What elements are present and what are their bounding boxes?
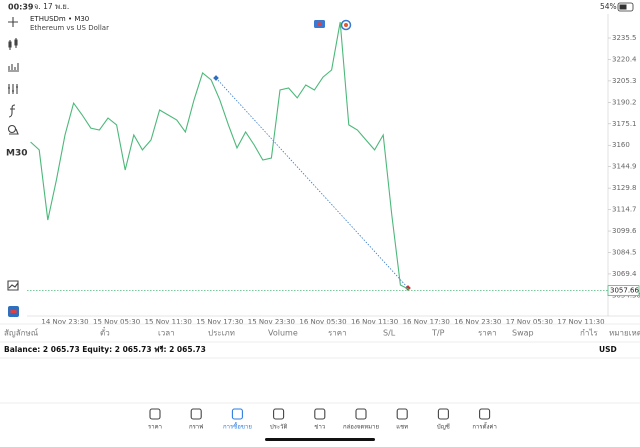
tab-label[interactable]: การซื้อขาย <box>223 421 252 431</box>
current-price-box <box>607 285 640 297</box>
y-tick-label: 3084.5 <box>612 248 637 256</box>
bar-icon[interactable] <box>8 63 19 72</box>
trade-icon-inner <box>10 310 17 313</box>
tab-icon[interactable] <box>396 408 408 420</box>
y-tick-label: 3114.7 <box>612 206 637 214</box>
indicator-icon[interactable] <box>8 84 18 94</box>
home-indicator <box>265 438 375 441</box>
y-tick-label: 3099.6 <box>612 227 637 235</box>
tab-icon[interactable] <box>355 408 367 420</box>
y-tick-label: 3144.9 <box>612 163 637 171</box>
chart-subtitle: Ethereum vs US Dollar <box>30 24 109 32</box>
x-tick-label: 17 Nov 05:30 <box>506 318 553 326</box>
balance-line: Balance: 2 065.73 Equity: 2 065.73 ฟรี: … <box>4 345 206 354</box>
column-header[interactable]: T/P <box>431 329 445 338</box>
y-tick-label: 3129.8 <box>612 184 637 192</box>
chart-title: ETHUSDm • M30 <box>30 15 89 23</box>
column-header[interactable]: Swap <box>512 329 534 338</box>
column-header[interactable]: กำไร <box>580 329 598 338</box>
x-tick-label: 17 Nov 11:30 <box>557 318 604 326</box>
x-tick-label: 16 Nov 17:30 <box>403 318 450 326</box>
y-tick-label: 3235.5 <box>612 34 637 42</box>
object-icon[interactable] <box>7 124 17 134</box>
y-tick-label: 3160 <box>612 141 630 149</box>
status-time: 00:39 <box>8 3 34 12</box>
x-tick-label: 15 Nov 05:30 <box>93 318 140 326</box>
column-header[interactable]: Volume <box>268 329 298 338</box>
tab-icon[interactable] <box>437 408 449 420</box>
table-header: สัญลักษณ์ ตั๋ว เวลา ประเภท Volume ราคา S/L T/P ร… <box>4 326 640 337</box>
tab-label[interactable]: แชท <box>396 424 408 431</box>
y-tick-label: 3220.4 <box>612 55 637 63</box>
x-tick-label: 15 Nov 17:30 <box>196 318 243 326</box>
status-battery: 54% <box>600 2 617 11</box>
news-marker-inner <box>344 23 348 27</box>
y-tick-label: 3175.1 <box>612 120 637 128</box>
x-tick-label: 15 Nov 11:30 <box>145 318 192 326</box>
left-toolbar <box>7 17 19 291</box>
battery-icon <box>617 2 634 12</box>
tab-bar: ราคา กราฟ การซื้อขาย ประวัติ ข่าว กล่องจดหมาย… <box>148 408 497 431</box>
trend-line <box>215 77 409 289</box>
status-date: จ. 17 พ.ย. <box>34 2 69 11</box>
y-tick-label: 3069.4 <box>612 270 637 278</box>
tab-icon[interactable] <box>479 408 491 420</box>
column-header[interactable]: เวลา <box>158 329 175 338</box>
x-tick-label: 16 Nov 11:30 <box>351 318 398 326</box>
x-tick-label: 15 Nov 23:30 <box>248 318 295 326</box>
tab-icon[interactable] <box>314 408 326 420</box>
tab-icon[interactable] <box>231 408 243 420</box>
column-header[interactable]: สัญลักษณ์ <box>4 328 39 338</box>
plot: 3054.303069.43084.53099.63114.73129.8314… <box>27 21 640 326</box>
x-tick-label: 16 Nov 05:30 <box>299 318 346 326</box>
x-tick-label: 14 Nov 23:30 <box>41 318 88 326</box>
tab-label[interactable]: ประวัติ <box>270 424 288 431</box>
column-header[interactable]: ประเภท <box>208 329 235 338</box>
tab-label[interactable]: ราคา <box>148 424 162 431</box>
tab-icon[interactable] <box>149 408 161 420</box>
y-tick-label: 3205.3 <box>612 77 637 85</box>
tab-label[interactable]: บัญชี <box>437 423 450 431</box>
trend-start <box>213 75 219 81</box>
column-header[interactable]: ราคา <box>478 329 497 338</box>
function-icon[interactable] <box>8 104 16 118</box>
column-header[interactable]: หมายเหตุ <box>609 329 640 338</box>
tab-label[interactable]: การตั้งค่า <box>472 421 496 431</box>
candle-icon[interactable] <box>8 38 18 50</box>
y-tick-label: 3190.2 <box>612 98 637 106</box>
tab-icon[interactable] <box>190 408 202 420</box>
column-header[interactable]: ตั๋ว <box>100 326 110 337</box>
event-marker-inner <box>317 22 322 26</box>
tab-label[interactable]: กล่องจดหมาย <box>343 424 379 431</box>
current-price-label: 3057.66 <box>610 287 639 295</box>
column-header[interactable]: S/L <box>383 329 396 338</box>
trend-end <box>405 285 411 291</box>
timeframe[interactable]: M30 <box>6 149 27 159</box>
signal-icon[interactable] <box>7 280 19 291</box>
tab-label[interactable]: กราฟ <box>189 424 203 431</box>
x-tick-label: 16 Nov 23:30 <box>454 318 501 326</box>
battery-level <box>619 4 627 10</box>
column-header[interactable]: ราคา <box>328 329 347 338</box>
tab-icon[interactable] <box>273 408 285 420</box>
tab-label[interactable]: ข่าว <box>314 424 325 431</box>
crosshair-icon[interactable] <box>8 17 18 27</box>
balance-currency: USD <box>599 345 617 354</box>
price-line <box>30 21 410 290</box>
